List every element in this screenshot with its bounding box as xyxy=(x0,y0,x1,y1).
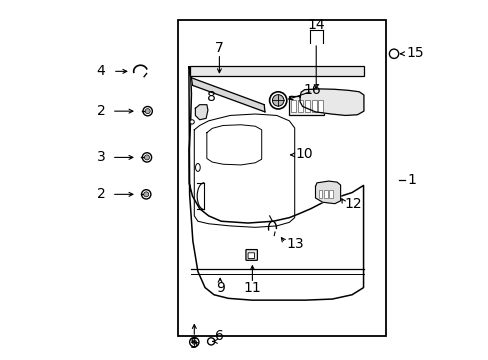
Bar xyxy=(324,190,327,198)
Text: 2: 2 xyxy=(97,104,105,118)
Text: 15: 15 xyxy=(406,46,424,60)
Polygon shape xyxy=(315,181,340,204)
Text: 5: 5 xyxy=(189,337,198,351)
Circle shape xyxy=(143,192,148,197)
Text: 6: 6 xyxy=(215,329,224,343)
Circle shape xyxy=(190,120,194,124)
Circle shape xyxy=(145,109,150,114)
Circle shape xyxy=(388,49,398,58)
Bar xyxy=(190,66,363,76)
Text: 12: 12 xyxy=(344,197,361,211)
Text: 8: 8 xyxy=(206,90,215,104)
Circle shape xyxy=(269,92,286,109)
Circle shape xyxy=(142,190,151,199)
Text: 16: 16 xyxy=(303,83,320,96)
Text: 1: 1 xyxy=(407,173,416,187)
Text: 11: 11 xyxy=(243,280,261,294)
Circle shape xyxy=(144,155,149,160)
FancyBboxPatch shape xyxy=(245,249,257,260)
Circle shape xyxy=(142,107,152,116)
Text: 2: 2 xyxy=(97,187,105,201)
Circle shape xyxy=(142,153,151,162)
Bar xyxy=(290,100,296,112)
Text: 3: 3 xyxy=(97,150,105,165)
Bar xyxy=(329,190,332,198)
Polygon shape xyxy=(300,89,363,116)
Text: 14: 14 xyxy=(307,18,325,32)
Circle shape xyxy=(207,338,214,345)
Text: 13: 13 xyxy=(285,237,303,251)
Circle shape xyxy=(272,95,284,106)
Bar xyxy=(318,190,322,198)
Circle shape xyxy=(189,337,199,347)
Text: 10: 10 xyxy=(295,147,312,161)
Circle shape xyxy=(192,340,196,344)
Polygon shape xyxy=(195,105,207,120)
Bar xyxy=(318,100,323,112)
Polygon shape xyxy=(191,78,264,112)
Bar xyxy=(178,21,386,336)
Text: 9: 9 xyxy=(215,280,224,294)
Bar xyxy=(304,100,309,112)
Text: 7: 7 xyxy=(215,41,224,55)
Bar xyxy=(311,100,316,112)
FancyBboxPatch shape xyxy=(247,253,254,258)
Bar xyxy=(288,96,324,116)
Bar xyxy=(297,100,302,112)
Ellipse shape xyxy=(195,163,200,171)
Text: 4: 4 xyxy=(97,64,105,78)
